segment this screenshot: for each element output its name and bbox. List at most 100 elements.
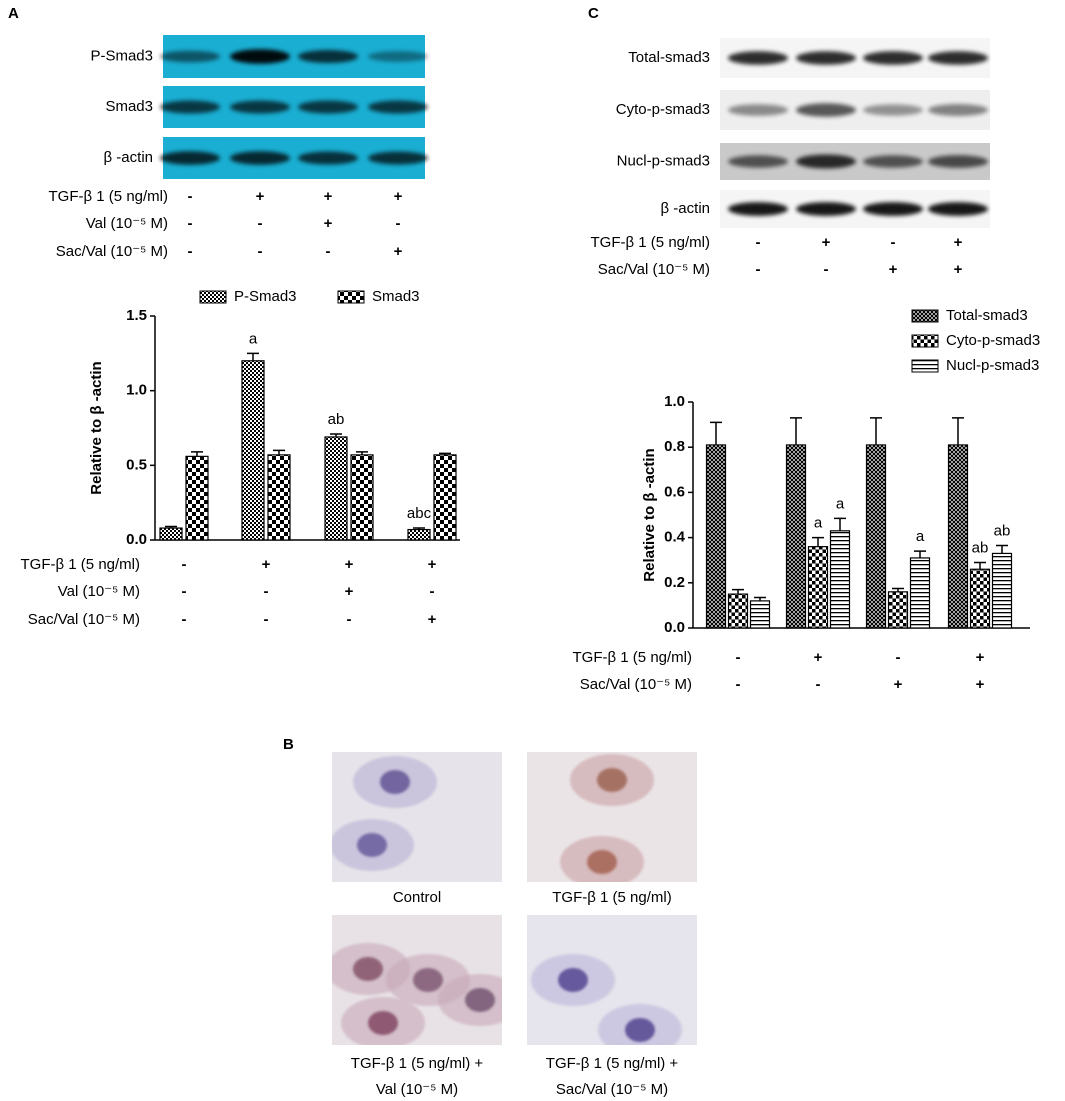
y-tick-label: 0.6 bbox=[664, 483, 685, 500]
condition-mark: - bbox=[182, 583, 187, 600]
condition-mark: - bbox=[896, 649, 901, 666]
significance-label: a bbox=[916, 528, 925, 545]
bar bbox=[705, 444, 727, 629]
nucleus bbox=[625, 1018, 655, 1042]
condition-mark: + bbox=[976, 676, 985, 693]
condition-mark: + bbox=[262, 556, 271, 573]
blot-row-label: Cyto-p-smad3 bbox=[616, 101, 710, 118]
y-tick-label: 0.5 bbox=[126, 456, 147, 473]
blot-row-label: Nucl-p-smad3 bbox=[617, 152, 710, 169]
micrograph bbox=[332, 915, 502, 1045]
y-tick-label: 0.8 bbox=[664, 438, 685, 455]
condition-label: Sac/Val (10⁻⁵ M) bbox=[28, 611, 140, 628]
error-bar bbox=[996, 544, 1008, 554]
condition-mark: - bbox=[182, 611, 187, 628]
blot-band bbox=[230, 100, 290, 114]
micrograph-caption: Sac/Val (10⁻⁵ M) bbox=[556, 1081, 668, 1098]
bar bbox=[185, 455, 209, 541]
bar bbox=[865, 444, 887, 629]
significance-label: abc bbox=[407, 505, 432, 522]
bar bbox=[991, 552, 1013, 629]
bar bbox=[324, 436, 348, 541]
blot-band bbox=[160, 151, 220, 165]
condition-mark: - bbox=[182, 556, 187, 573]
blot-band bbox=[368, 151, 428, 165]
condition-label: TGF-β 1 (5 ng/ml) bbox=[573, 649, 692, 666]
error-bar bbox=[834, 517, 846, 531]
significance-label: a bbox=[814, 515, 823, 532]
condition-mark: - bbox=[756, 261, 761, 278]
blot-band bbox=[863, 51, 923, 65]
blot-band bbox=[728, 104, 788, 116]
panel-letter: B bbox=[283, 736, 294, 753]
bar bbox=[969, 568, 991, 629]
y-axis-label: Relative to β -actin bbox=[88, 361, 105, 494]
legend-label: Cyto-p-smad3 bbox=[946, 332, 1040, 349]
bar bbox=[807, 546, 829, 629]
condition-mark: - bbox=[264, 583, 269, 600]
blot-row-label: Total-smad3 bbox=[628, 49, 710, 66]
bar bbox=[350, 454, 374, 541]
error-bar bbox=[191, 451, 203, 457]
bar bbox=[407, 528, 431, 541]
blot-band bbox=[728, 51, 788, 65]
condition-mark: + bbox=[345, 556, 354, 573]
condition-mark: - bbox=[816, 676, 821, 693]
error-bar bbox=[790, 417, 802, 445]
micrograph bbox=[527, 752, 697, 882]
significance-label: ab bbox=[972, 539, 989, 556]
bar bbox=[909, 557, 931, 629]
micrograph-caption: Control bbox=[393, 889, 441, 906]
error-bar bbox=[732, 588, 744, 595]
legend-swatch bbox=[911, 359, 939, 373]
condition-mark: + bbox=[889, 261, 898, 278]
blot-band bbox=[368, 100, 428, 114]
nucleus bbox=[368, 1011, 398, 1035]
y-tick-label: 0.2 bbox=[664, 574, 685, 591]
condition-mark: - bbox=[188, 243, 193, 260]
error-bar bbox=[914, 550, 926, 558]
nucleus bbox=[380, 770, 410, 794]
condition-mark: + bbox=[394, 188, 403, 205]
nucleus bbox=[357, 833, 387, 857]
bar bbox=[727, 593, 749, 629]
blot-band bbox=[728, 202, 788, 216]
blot-row-label: Smad3 bbox=[105, 98, 153, 115]
error-bar bbox=[413, 527, 425, 530]
bar bbox=[159, 527, 183, 541]
blot-band bbox=[160, 50, 220, 63]
legend-swatch bbox=[911, 309, 939, 323]
condition-mark: - bbox=[430, 583, 435, 600]
micrograph-caption: TGF-β 1 (5 ng/ml) + bbox=[351, 1055, 484, 1072]
blot-row-label: P-Smad3 bbox=[90, 47, 153, 64]
bar bbox=[785, 444, 807, 629]
condition-mark: - bbox=[396, 215, 401, 232]
micrograph-content bbox=[560, 754, 654, 882]
nucleus bbox=[353, 957, 383, 981]
error-bar bbox=[356, 451, 368, 455]
bar bbox=[433, 454, 457, 541]
condition-label: Sac/Val (10⁻⁵ M) bbox=[56, 243, 168, 260]
micrograph-content bbox=[531, 954, 682, 1045]
condition-mark: + bbox=[428, 611, 437, 628]
error-bar bbox=[710, 421, 722, 445]
error-bar bbox=[439, 452, 451, 455]
error-bar bbox=[812, 536, 824, 547]
condition-mark: + bbox=[345, 583, 354, 600]
condition-label: TGF-β 1 (5 ng/ml) bbox=[591, 234, 710, 251]
blot-band bbox=[928, 104, 988, 116]
micrograph-content bbox=[332, 943, 502, 1045]
micrograph-caption: TGF-β 1 (5 ng/ml) bbox=[552, 889, 671, 906]
blot-band bbox=[796, 51, 856, 65]
condition-mark: + bbox=[814, 649, 823, 666]
condition-mark: + bbox=[954, 234, 963, 251]
error-bar bbox=[165, 525, 177, 529]
blot-band bbox=[298, 100, 358, 114]
micrograph-content bbox=[332, 756, 437, 871]
condition-mark: + bbox=[256, 188, 265, 205]
condition-mark: - bbox=[258, 215, 263, 232]
condition-label: Sac/Val (10⁻⁵ M) bbox=[598, 261, 710, 278]
blot-band bbox=[928, 202, 988, 216]
